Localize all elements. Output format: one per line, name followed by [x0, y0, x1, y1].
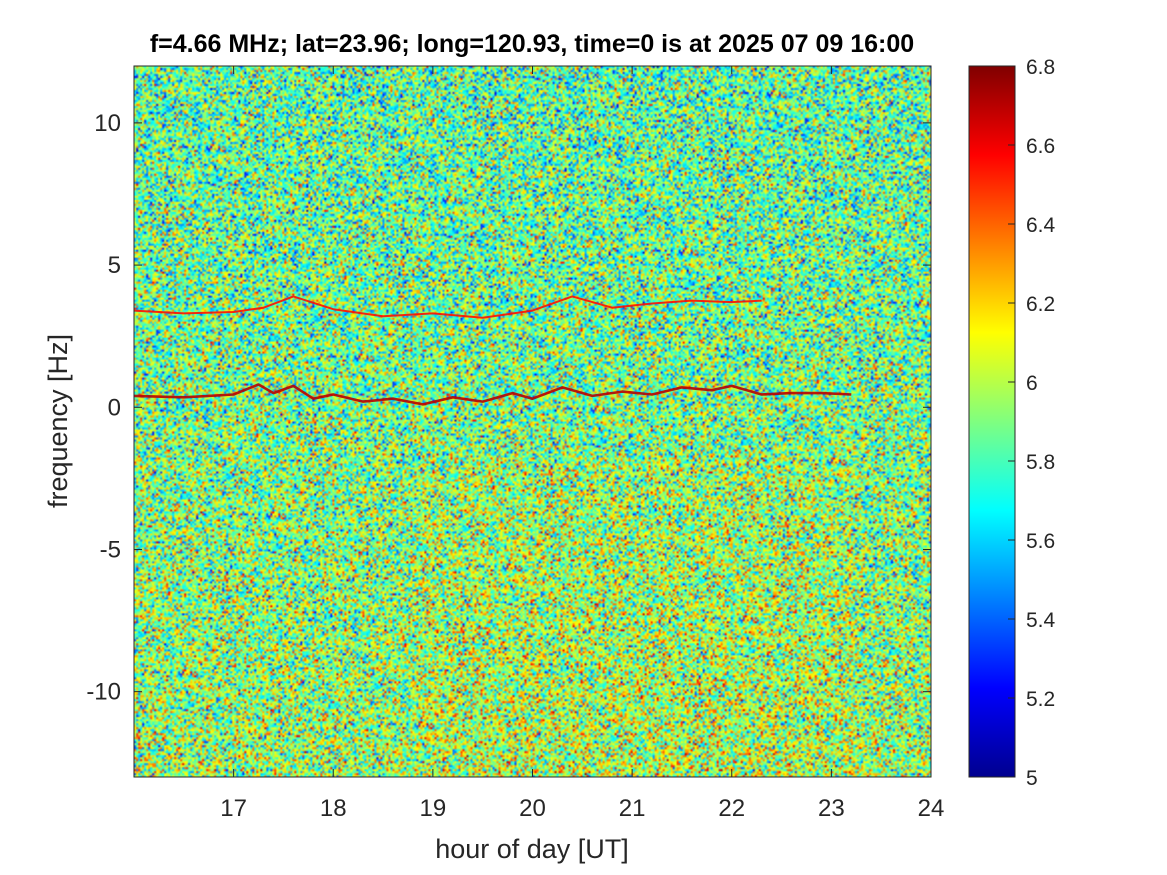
x-tick-label: 20	[519, 795, 546, 822]
x-axis: 17 18 19 20 21 22 23 24	[220, 66, 944, 822]
colorbar-tick-label: 6.4	[1026, 214, 1056, 237]
signal-trace	[134, 295, 762, 319]
y-tick-label: 5	[108, 252, 121, 279]
colorbar-tick-label: 5.4	[1026, 609, 1056, 632]
y-tick-label: 0	[108, 394, 121, 421]
colorbar: 6.8 6.6 6.4 6.2 6 5.8 5.6 5.4 5.2 5	[968, 56, 1056, 790]
colorbar-gradient	[968, 65, 1016, 778]
colorbar-tick-label: 5.8	[1026, 451, 1055, 474]
x-tick-label: 22	[718, 795, 745, 822]
y-tick-label: -5	[100, 536, 121, 563]
chart-title: f=4.66 MHz; lat=23.96; long=120.93, time…	[150, 30, 914, 58]
colorbar-axis: 6.8 6.6 6.4 6.2 6 5.8 5.6 5.4 5.2 5	[1008, 56, 1056, 790]
y-tick-label: -10	[86, 679, 121, 706]
x-tick-label: 21	[619, 795, 646, 822]
y-tick-label: 10	[94, 110, 121, 137]
x-axis-label: hour of day [UT]	[435, 834, 629, 864]
colorbar-tick-label: 6.6	[1026, 135, 1055, 158]
x-tick-label: 24	[918, 795, 945, 822]
x-tick-label: 19	[420, 795, 447, 822]
x-tick-label: 23	[818, 795, 845, 822]
x-tick-label: 17	[220, 795, 247, 822]
colorbar-tick-label: 6.2	[1026, 293, 1055, 316]
colorbar-tick-label: 5	[1026, 767, 1038, 790]
y-axis-label: frequency [Hz]	[43, 334, 73, 508]
colorbar-tick-label: 6.8	[1026, 56, 1055, 79]
colorbar-tick-label: 5.6	[1026, 530, 1055, 553]
heatmap-image	[134, 66, 931, 777]
signal-trace	[134, 383, 852, 406]
signal-traces	[134, 295, 852, 406]
plot-area	[133, 65, 932, 778]
colorbar-tick-label: 5.2	[1026, 688, 1055, 711]
x-tick-label: 18	[320, 795, 347, 822]
y-axis: 10 5 0 -5 -10	[86, 110, 931, 706]
colorbar-tick-label: 6	[1026, 372, 1038, 395]
